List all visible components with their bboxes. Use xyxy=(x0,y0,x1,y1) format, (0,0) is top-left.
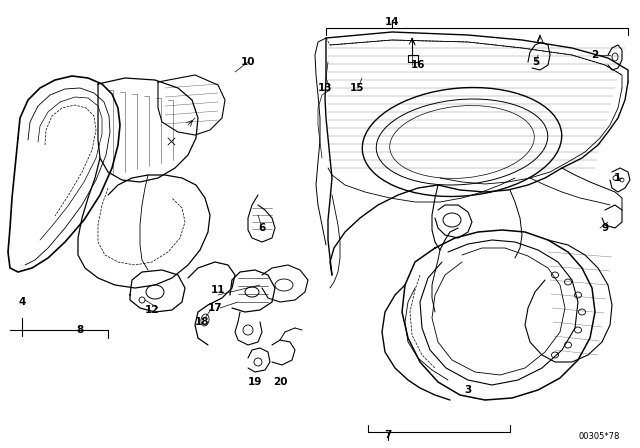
Text: 19: 19 xyxy=(248,377,262,387)
Text: 2: 2 xyxy=(591,50,598,60)
Text: 8: 8 xyxy=(76,325,84,335)
Text: 20: 20 xyxy=(273,377,287,387)
Text: 14: 14 xyxy=(385,17,399,27)
Text: 10: 10 xyxy=(241,57,255,67)
Text: 1: 1 xyxy=(613,173,621,183)
Text: 5: 5 xyxy=(532,57,540,67)
Text: 18: 18 xyxy=(195,317,209,327)
Text: 12: 12 xyxy=(145,305,159,315)
Text: 7: 7 xyxy=(384,430,392,440)
Text: 4: 4 xyxy=(19,297,26,307)
Text: 9: 9 xyxy=(602,223,609,233)
Text: 17: 17 xyxy=(208,303,222,313)
Text: 6: 6 xyxy=(259,223,266,233)
Text: 3: 3 xyxy=(465,385,472,395)
Text: 00305*78: 00305*78 xyxy=(579,432,620,441)
Text: 13: 13 xyxy=(317,83,332,93)
Text: 15: 15 xyxy=(349,83,364,93)
Text: 16: 16 xyxy=(411,60,425,70)
Text: 11: 11 xyxy=(211,285,225,295)
